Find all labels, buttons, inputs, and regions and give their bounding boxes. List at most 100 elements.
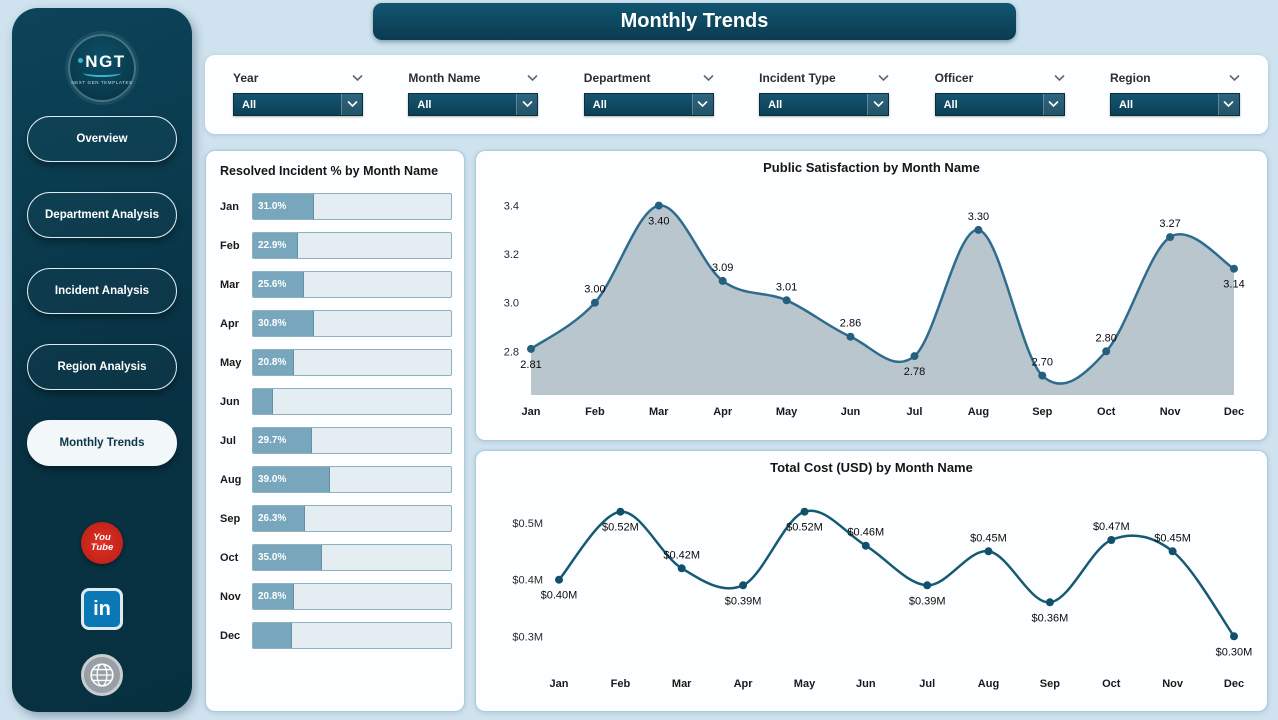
filter-dropdown[interactable]: All [759, 93, 890, 116]
data-point[interactable] [974, 225, 983, 234]
bar-track [252, 388, 452, 415]
x-tick-label: Dec [1224, 678, 1244, 690]
filter-dropdown[interactable]: All [1109, 93, 1240, 116]
x-tick-label: Dec [1224, 406, 1244, 418]
y-tick-label: $0.3M [512, 631, 543, 643]
linkedin-icon[interactable]: in [81, 588, 123, 630]
bar[interactable]: 35.0% [253, 545, 323, 570]
data-point[interactable] [1230, 264, 1238, 273]
area-fill [531, 205, 1234, 395]
bar[interactable]: 29.7% [253, 428, 312, 453]
sidebar-item-incident-analysis[interactable]: Incident Analysis [27, 268, 177, 314]
data-point[interactable] [590, 298, 599, 307]
data-point[interactable] [1045, 598, 1054, 607]
data-point[interactable] [1168, 547, 1177, 556]
bar[interactable] [253, 623, 292, 648]
sidebar-item-department-analysis[interactable]: Department Analysis [27, 192, 177, 238]
data-point[interactable] [984, 547, 993, 556]
bar[interactable]: 26.3% [253, 506, 306, 531]
data-point[interactable] [1107, 536, 1116, 544]
bars-chart: Jan 31.0% Feb 22.9% Mar 25.6% Apr 30.8% May 20.8%… [220, 187, 452, 655]
youtube-text-bottom: Tube [90, 542, 114, 553]
data-point[interactable] [846, 332, 855, 341]
chevron-down-icon[interactable] [1054, 74, 1065, 82]
bar[interactable]: 25.6% [253, 272, 304, 297]
filter-selected-value: All [592, 98, 607, 111]
youtube-icon[interactable]: You Tube [81, 522, 123, 564]
data-label: $0.30M [1216, 646, 1253, 658]
total-cost-panel: Total Cost (USD) by Month Name $0.5M $0.4… [475, 450, 1268, 712]
bar[interactable]: 39.0% [253, 467, 331, 492]
x-tick-label: Feb [611, 678, 631, 690]
satisfaction-area-chart: 3.4 3.2 3.0 2.8 Jan Feb Mar Apr May Jun Jul Aug Sep O… [504, 201, 1245, 418]
bar-track: 22.9% [252, 232, 452, 259]
data-point[interactable] [1230, 632, 1238, 641]
filter-selected-value: All [417, 98, 432, 111]
data-label: 3.40 [648, 216, 669, 228]
data-point[interactable] [800, 507, 809, 516]
chevron-down-icon[interactable] [878, 74, 889, 82]
data-point[interactable] [861, 541, 870, 550]
bar-row: Jul 29.7% [220, 421, 452, 460]
data-label: 2.81 [520, 359, 541, 371]
chevron-down-icon[interactable] [352, 74, 363, 82]
y-tick-label: 2.8 [504, 346, 519, 358]
chevron-down-icon [1042, 94, 1064, 115]
bar-track: 39.0% [252, 466, 452, 493]
bar-value-label: 35.0% [258, 552, 287, 563]
data-point[interactable] [739, 581, 748, 590]
page-title-text: Monthly Trends [620, 10, 769, 32]
sidebar-item-overview[interactable]: Overview [27, 116, 177, 162]
filter-dropdown[interactable]: All [583, 93, 714, 116]
data-point[interactable] [1038, 371, 1047, 380]
data-point[interactable] [923, 581, 932, 590]
website-globe-icon[interactable] [81, 654, 123, 696]
data-label: 3.30 [968, 211, 989, 223]
chevron-down-icon[interactable] [1229, 74, 1240, 82]
filter-dropdown[interactable]: All [233, 93, 363, 116]
y-tick-label: 3.4 [504, 201, 519, 213]
data-point[interactable] [677, 564, 686, 573]
x-tick-label: Apr [713, 406, 733, 418]
filter-year: Year All [233, 71, 363, 134]
bar[interactable] [253, 389, 273, 414]
filter-dropdown[interactable]: All [934, 93, 1065, 116]
bar[interactable]: 30.8% [253, 311, 314, 336]
bar-row: Mar 25.6% [220, 265, 452, 304]
data-point[interactable] [1166, 233, 1175, 242]
data-point[interactable] [654, 201, 663, 210]
data-point[interactable] [718, 276, 727, 285]
bar[interactable]: 31.0% [253, 194, 315, 219]
bar[interactable]: 22.9% [253, 233, 299, 258]
data-label: $0.45M [1154, 532, 1191, 544]
bar[interactable]: 20.8% [253, 350, 295, 375]
chevron-down-icon[interactable] [703, 74, 714, 82]
data-label: $0.47M [1093, 521, 1130, 533]
youtube-text-top: You [93, 532, 111, 544]
filter-selected-value: All [242, 98, 257, 111]
bar-category-label: Dec [220, 629, 241, 642]
x-tick-label: Oct [1097, 406, 1116, 418]
bar-row: Oct 35.0% [220, 538, 452, 577]
sidebar-item-monthly-trends[interactable]: Monthly Trends [27, 420, 177, 466]
chevron-down-icon[interactable] [527, 74, 538, 82]
filter-dropdown[interactable]: All [408, 93, 539, 116]
bars-chart-title: Resolved Incident % by Month Name [220, 164, 439, 178]
data-label: 2.80 [1095, 332, 1116, 344]
data-label: $0.40M [541, 590, 578, 602]
data-point[interactable] [782, 296, 791, 305]
filter-label: Month Name [408, 71, 481, 85]
data-point[interactable] [527, 344, 535, 353]
data-point[interactable] [555, 575, 563, 584]
data-point[interactable] [616, 507, 625, 516]
data-point[interactable] [1102, 347, 1111, 356]
sidebar-item-region-analysis[interactable]: Region Analysis [27, 344, 177, 390]
data-label: $0.52M [602, 522, 639, 534]
bar[interactable]: 20.8% [253, 584, 295, 609]
data-point[interactable] [910, 352, 919, 361]
filter-selected-value: All [768, 98, 783, 111]
bar-row: May 20.8% [220, 343, 452, 382]
data-label: $0.52M [786, 522, 823, 534]
data-label: $0.36M [1032, 612, 1069, 624]
x-tick-label: Aug [978, 678, 999, 690]
